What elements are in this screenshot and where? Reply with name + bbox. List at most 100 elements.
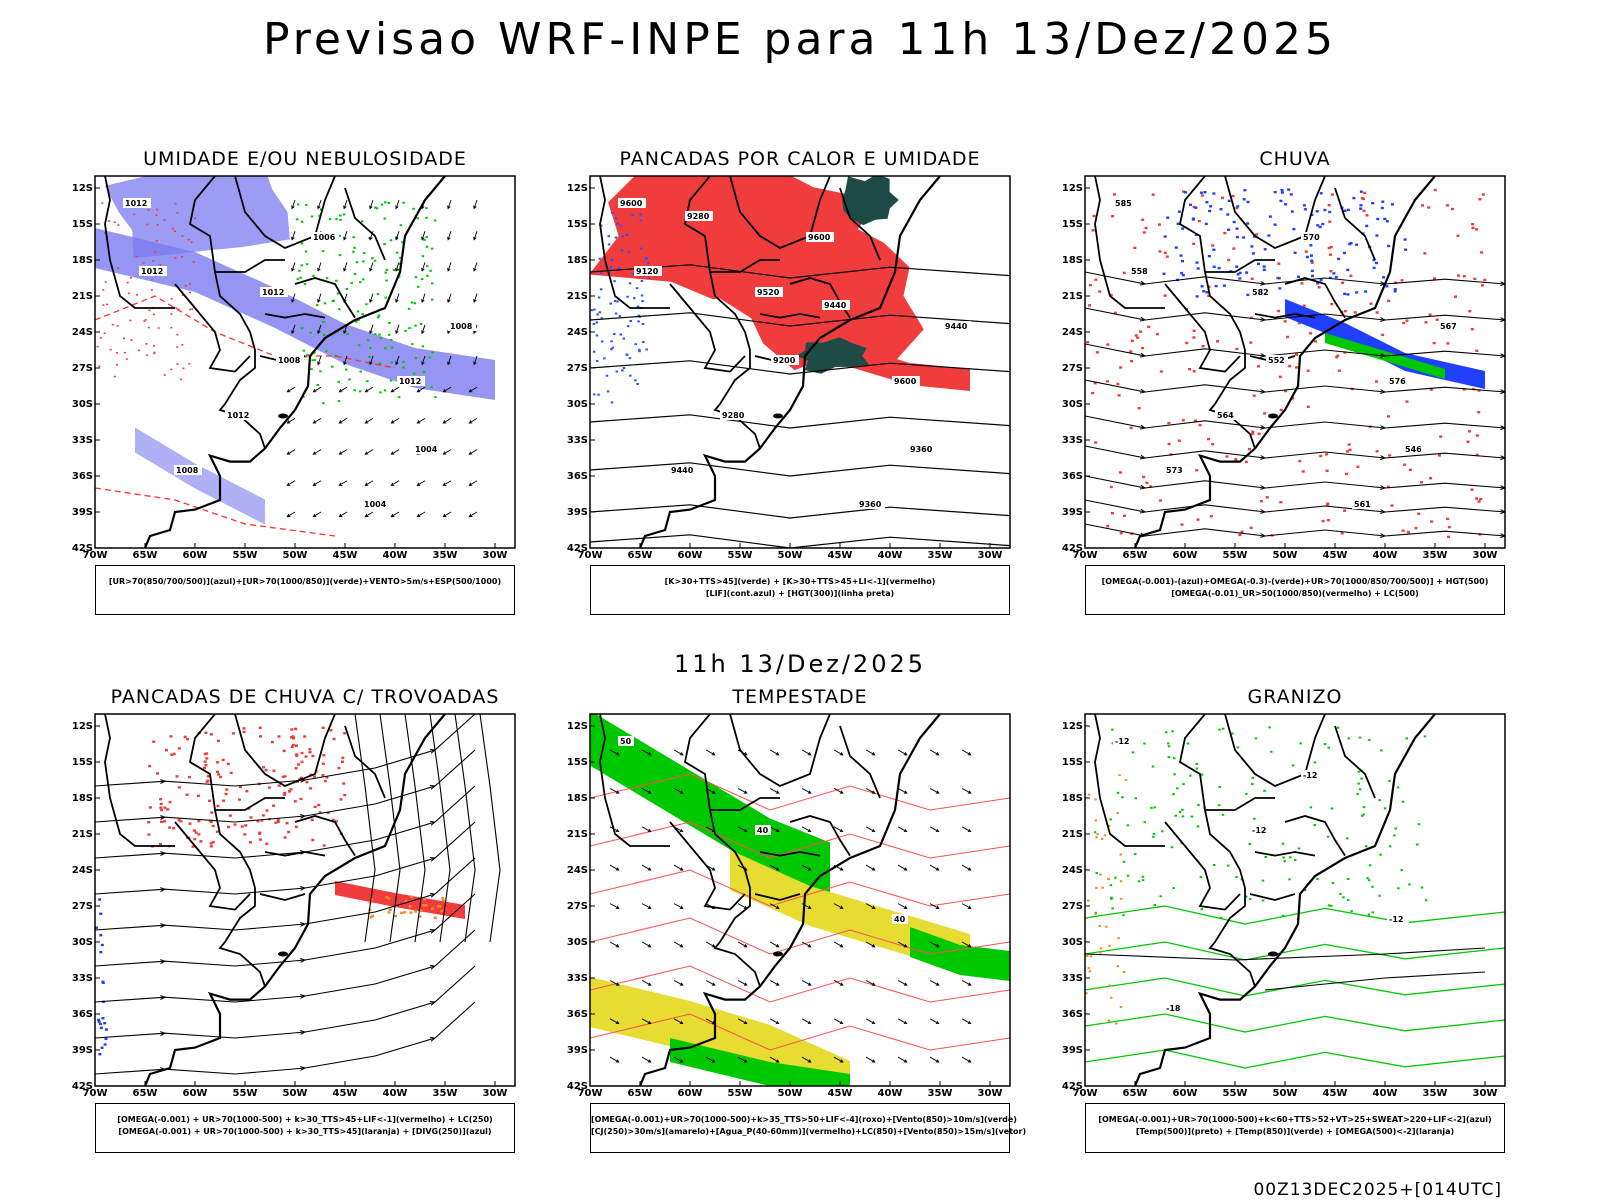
contour-label: 573: [1166, 466, 1183, 475]
lon-tick-label: 35W: [433, 1088, 458, 1099]
map-panel-4: PANCADAS DE CHUVA C/ TROVOADAS 12S 15S 18S 2…: [72, 686, 595, 1166]
green-contour-field: [295, 201, 437, 405]
lc500-streamline: [1085, 343, 1505, 359]
border-line: [1178, 714, 1256, 987]
contour-label: 50: [620, 737, 632, 746]
border-line: [294, 815, 356, 857]
border-line: [294, 277, 356, 319]
lon-tick-label: 30W: [978, 1088, 1003, 1099]
map-frame: [589, 713, 1011, 1087]
contour-label: 9440: [671, 466, 694, 475]
lon-tick-label: 45W: [1323, 550, 1348, 561]
border-line: [264, 851, 326, 857]
lc850-line: [590, 773, 1010, 811]
contour-label: 40: [757, 826, 769, 835]
border-line: [1224, 714, 1326, 788]
humidity-blob-blue: [104, 176, 290, 258]
lon-tick-label: 70W: [1073, 550, 1098, 561]
border-line: [1094, 176, 1165, 309]
lat-tick-label: 18S: [1062, 793, 1083, 804]
contour-label: -12: [1303, 771, 1317, 780]
lat-tick-label: 24S: [72, 865, 93, 876]
border-line: [669, 821, 746, 911]
footer-stamp: 00Z13DEC2025+[014UTC]: [1253, 1180, 1502, 1200]
omega500-cells: [1085, 774, 1128, 1025]
contour-label: 582: [1252, 288, 1269, 297]
lon-tick-label: 30W: [1473, 550, 1498, 561]
panel-title: TEMPESTADE: [732, 686, 868, 708]
map-panel-5: TEMPESTADE 50 40 40 12S 15S 18S 21S 24S 27S 30S 33S…: [567, 686, 1090, 1166]
contour-label: 576: [1389, 377, 1406, 386]
lat-tick-label: 27S: [1062, 363, 1083, 374]
temp850-line: [1085, 905, 1505, 925]
humidity-band-blue: [95, 228, 495, 400]
border-line: [729, 714, 831, 788]
contour-label: 585: [1115, 199, 1132, 208]
lat-tick-label: 12S: [72, 721, 93, 732]
lat-tick-label: 42S: [567, 1081, 588, 1092]
hgt300-line: [590, 414, 1010, 429]
border-line: [1334, 725, 1376, 799]
map-frame: [589, 175, 1011, 549]
legend-box: [OMEGA(-0.001)+UR>70(1000-500)+k<60+TTS>…: [1085, 1103, 1505, 1153]
contour-label: 9360: [910, 445, 933, 454]
contour-label: 1012: [141, 267, 163, 276]
lon-tick-label: 60W: [678, 550, 703, 561]
contour-label: 570: [1303, 233, 1320, 242]
contour-label: 9600: [808, 233, 831, 242]
contour-label: 9440: [824, 301, 847, 310]
lon-tick-label: 60W: [1173, 1088, 1198, 1099]
lc250-curve: [379, 714, 401, 943]
lat-tick-label: 33S: [567, 973, 588, 984]
lat-tick-label: 42S: [567, 543, 588, 554]
border-line: [234, 714, 336, 788]
map-plot: -12 -12 -12 -18 -12 12S 15S 18S 21S 24S 27S 30S 33S 3…: [1062, 713, 1506, 1099]
legend-text: [CJ(250)>30m/s](amarelo)+[Agua_P(40-60mm…: [591, 1127, 1027, 1136]
border-line: [215, 797, 285, 811]
temp850-line: [1085, 941, 1505, 961]
lc850-line: [590, 965, 1010, 1003]
contour-label: 1004: [415, 445, 438, 454]
lat-tick-label: 33S: [72, 973, 93, 984]
contour-label: 9120: [636, 267, 659, 276]
lon-tick-label: 65W: [1123, 550, 1148, 561]
contour-labels: 585 582 576 573 570 567 564 561 558 552 546: [1113, 198, 1460, 509]
contour-label: 1012: [227, 411, 249, 420]
lon-tick-label: 70W: [578, 1088, 603, 1099]
border-line: [259, 893, 306, 901]
lat-tick-label: 36S: [72, 1009, 93, 1020]
lon-tick-label: 40W: [878, 550, 903, 561]
lon-tick-label: 55W: [728, 1088, 753, 1099]
lat-tick-label: 39S: [1062, 1045, 1083, 1056]
lat-tick-label: 39S: [567, 507, 588, 518]
contour-label: 1012: [125, 199, 147, 208]
lat-tick-label: 27S: [72, 363, 93, 374]
lc850-line: [590, 869, 1010, 907]
lon-tick-label: 65W: [628, 1088, 653, 1099]
legend-text: [Temp(500)](preto) + [Temp(850)](verde) …: [1135, 1127, 1455, 1136]
contour-labels: -12 -12 -12 -18 -12: [1113, 736, 1409, 1013]
lc850-line: [590, 917, 1010, 955]
contour-label: 9280: [687, 212, 710, 221]
lc250-streamline: [95, 749, 476, 823]
legend-box: [K>30+TTS>45](verde) + [K>30+TTS>45+LI<-…: [590, 565, 1010, 615]
panel-title: PANCADAS POR CALOR E UMIDADE: [619, 148, 981, 170]
temp500-line: [1085, 947, 1486, 961]
lc500-streamline: [1085, 415, 1505, 431]
contour-label: 9600: [620, 199, 643, 208]
map-frame: [1084, 713, 1506, 1087]
lon-tick-label: 30W: [978, 550, 1003, 561]
contour-label: -12: [1115, 737, 1129, 746]
border-line: [710, 259, 780, 273]
lon-tick-label: 70W: [83, 1088, 108, 1099]
lat-tick-label: 15S: [72, 219, 93, 230]
lat-tick-label: 30S: [1062, 399, 1083, 410]
lif-contours: [590, 200, 651, 404]
lon-tick-label: 35W: [433, 550, 458, 561]
contour-label: 9440: [945, 322, 968, 331]
lat-tick-label: 27S: [72, 901, 93, 912]
lon-tick-label: 35W: [928, 550, 953, 561]
lc500-streamline: [1085, 379, 1505, 395]
lat-tick-label: 42S: [1062, 1081, 1083, 1092]
